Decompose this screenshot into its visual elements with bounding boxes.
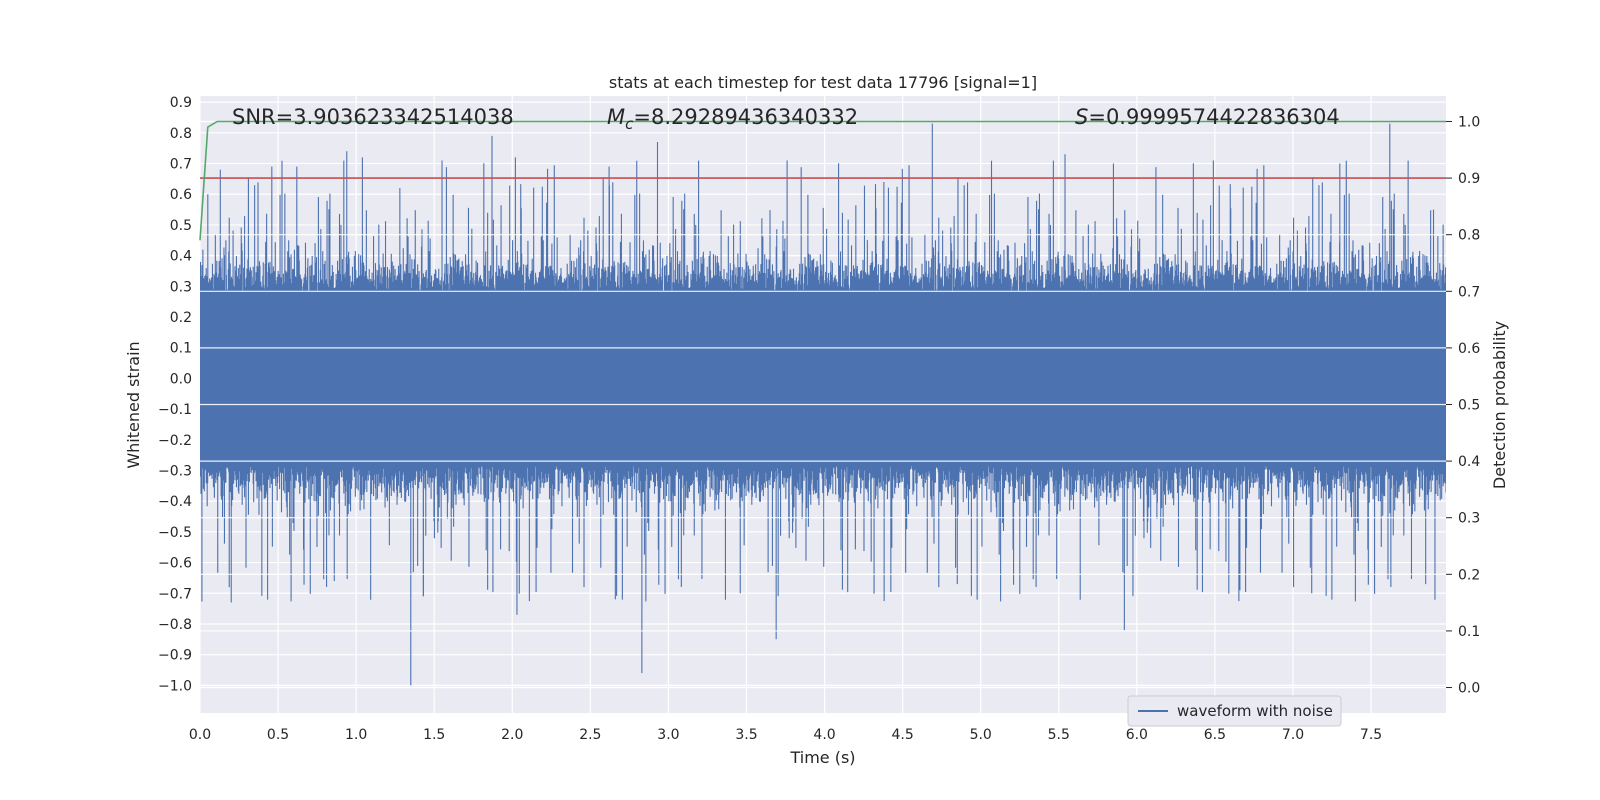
y2-tick-label: 0.8 <box>1458 228 1480 244</box>
x-tick-label: 5.5 <box>1048 727 1070 743</box>
chirp-mass-subscript: c <box>625 115 634 133</box>
x-tick-label: 4.5 <box>891 727 913 743</box>
series-group <box>199 120 1446 689</box>
y-tick-label: 0.7 <box>170 157 192 173</box>
y-tick-label: 0.3 <box>170 279 192 295</box>
y-tick-label: −1.0 <box>158 678 192 694</box>
y-tick-label: 0.8 <box>170 126 192 142</box>
x-tick-label: 1.0 <box>345 727 367 743</box>
y-tick-label: −0.2 <box>158 433 192 449</box>
y-tick-label: 0.6 <box>170 187 192 203</box>
chirp-mass-value: =8.29289436340332 <box>633 105 858 129</box>
series-detection-probability <box>199 120 1446 241</box>
y-tick-label: 0.5 <box>170 218 192 234</box>
y-tick-label: −0.4 <box>158 494 192 510</box>
y2-tick-label: 0.4 <box>1458 454 1480 470</box>
y2-tick-label: 0.0 <box>1458 681 1480 697</box>
y2-tick-label: 0.9 <box>1458 171 1480 187</box>
x-tick-label: 6.5 <box>1204 727 1226 743</box>
y-tick-label: −0.5 <box>158 525 192 541</box>
score-symbol: S <box>1075 105 1088 129</box>
legend: waveform with noise <box>1127 695 1342 727</box>
x-tick-label: 4.0 <box>813 727 835 743</box>
chirp-mass-annotation: Mc=8.29289436340332 <box>607 105 858 133</box>
chirp-mass-symbol: M <box>607 105 625 129</box>
y2-tick-label: 0.3 <box>1458 511 1480 527</box>
series-waveform-with-noise <box>200 120 1446 689</box>
y-tick-label: 0.2 <box>170 310 192 326</box>
legend-label-waveform: waveform with noise <box>1177 702 1333 720</box>
x-tick-label: 2.5 <box>579 727 601 743</box>
y-tick-label: −0.6 <box>158 556 192 572</box>
x-tick-label: 3.0 <box>657 727 679 743</box>
y2-tick-label: 1.0 <box>1458 114 1480 130</box>
score-value: =0.9999574422836304 <box>1088 105 1339 129</box>
x-tick-label: 7.5 <box>1360 727 1382 743</box>
y2-tick-label: 0.2 <box>1458 567 1480 583</box>
y-tick-label: −0.8 <box>158 617 192 633</box>
x-tick-label: 1.5 <box>423 727 445 743</box>
x-tick-label: 0.5 <box>267 727 289 743</box>
x-tick-label: 7.0 <box>1282 727 1304 743</box>
y-tick-label: −0.7 <box>158 586 192 602</box>
score-annotation: S=0.9999574422836304 <box>1075 105 1340 129</box>
x-tick-label: 3.5 <box>735 727 757 743</box>
y-tick-label: 0.9 <box>170 95 192 111</box>
x-axis-label: Time (s) <box>789 748 855 767</box>
y2-axis-label: Detection probability <box>1490 321 1509 489</box>
legend-box <box>1127 695 1342 727</box>
y-tick-label: −0.1 <box>158 402 192 418</box>
chart-title: stats at each timestep for test data 177… <box>609 73 1037 92</box>
y-tick-label: −0.3 <box>158 463 192 479</box>
y-tick-labels: 0.9 0.8 0.7 0.6 0.5 0.4 0.3 0.2 0.1 0.0 −0.1 −0.2 −0… <box>158 95 192 694</box>
y-tick-label: −0.9 <box>158 648 192 664</box>
x-tick-label: 5.0 <box>970 727 992 743</box>
x-tick-label: 2.0 <box>501 727 523 743</box>
y2-tick-labels: 1.0 0.9 0.8 0.7 0.6 0.5 0.4 0.3 0.2 0.1 0.0 <box>1446 114 1480 697</box>
y2-tick-label: 0.6 <box>1458 341 1480 357</box>
x-tick-label: 6.0 <box>1126 727 1148 743</box>
y-tick-label: 0.1 <box>170 341 192 357</box>
waveform-core-band <box>200 292 1446 465</box>
y-tick-label: 0.4 <box>170 249 192 265</box>
y-tick-label: 0.0 <box>170 371 192 387</box>
x-tick-labels: 0.0 0.5 1.0 1.5 2.0 2.5 3.0 3.5 4.0 4.5 5.0 5.5 6.0 6… <box>189 727 1382 743</box>
y2-tick-label: 0.5 <box>1458 398 1480 414</box>
snr-annotation: SNR=3.903623342514038 <box>232 105 514 129</box>
y2-tick-label: 0.7 <box>1458 284 1480 300</box>
x-tick-label: 0.0 <box>189 727 211 743</box>
y2-tick-label: 0.1 <box>1458 624 1480 640</box>
y-axis-label: Whitened strain <box>124 341 143 468</box>
